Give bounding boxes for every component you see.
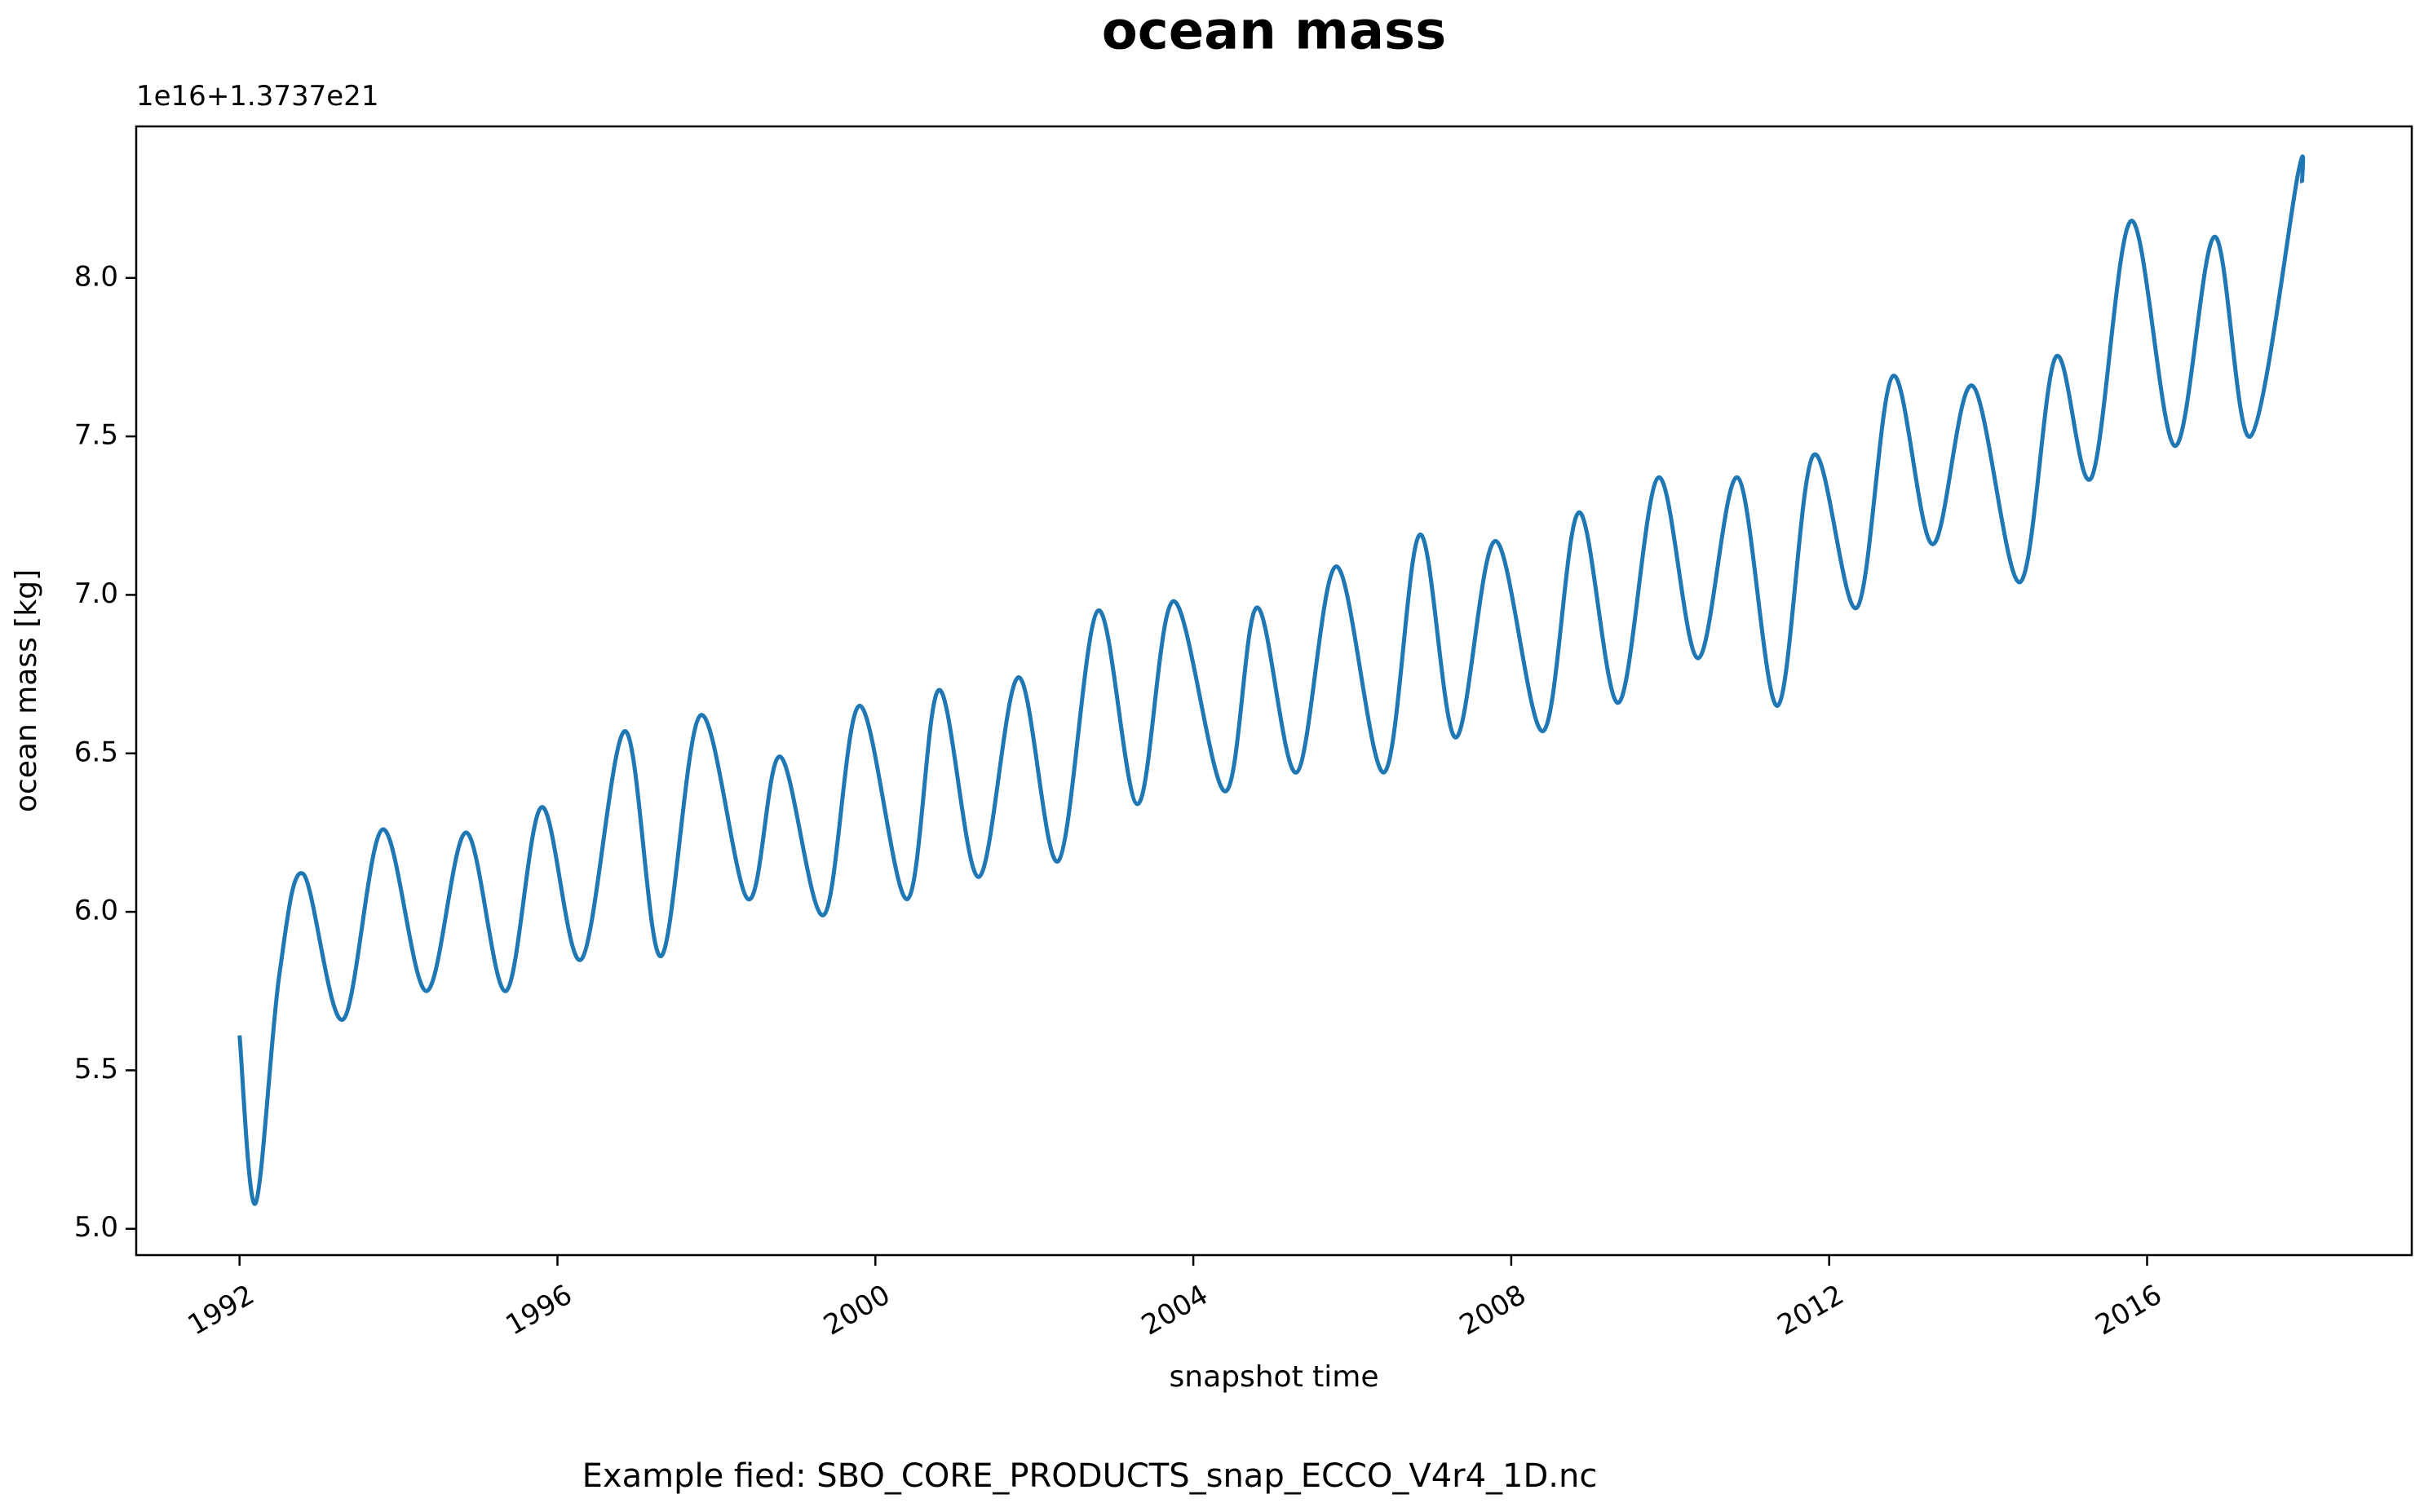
y-tick-label: 5.0: [74, 1211, 118, 1244]
y-tick-label: 7.0: [74, 577, 118, 610]
x-tick-label: 1996: [500, 1279, 577, 1342]
x-tick-label: 2000: [818, 1279, 896, 1342]
chart-title: ocean mass: [1102, 2, 1446, 62]
y-tick-label: 8.0: [74, 260, 118, 293]
y-tick-label: 6.0: [74, 895, 118, 927]
data-line: [237, 154, 2306, 1206]
y-axis-label: ocean mass [kg]: [10, 569, 43, 812]
y-tick-label: 5.5: [74, 1053, 118, 1085]
footnote: Example fied: SBO_CORE_PRODUCTS_snap_ECC…: [582, 1457, 1598, 1495]
x-tick-label: 2004: [1136, 1279, 1214, 1342]
plot-frame: [135, 125, 2413, 1257]
x-tick-label: 2012: [1772, 1279, 1850, 1342]
x-tick-label: 2008: [1454, 1279, 1532, 1342]
x-axis-label: snapshot time: [1170, 1360, 1379, 1394]
y-offset-label: 1e16+1.3737e21: [136, 80, 378, 113]
x-tick-label: 1992: [183, 1279, 260, 1342]
x-tick-label: 2016: [2090, 1279, 2167, 1342]
y-tick-label: 7.5: [74, 419, 118, 452]
y-tick-label: 6.5: [74, 736, 118, 768]
